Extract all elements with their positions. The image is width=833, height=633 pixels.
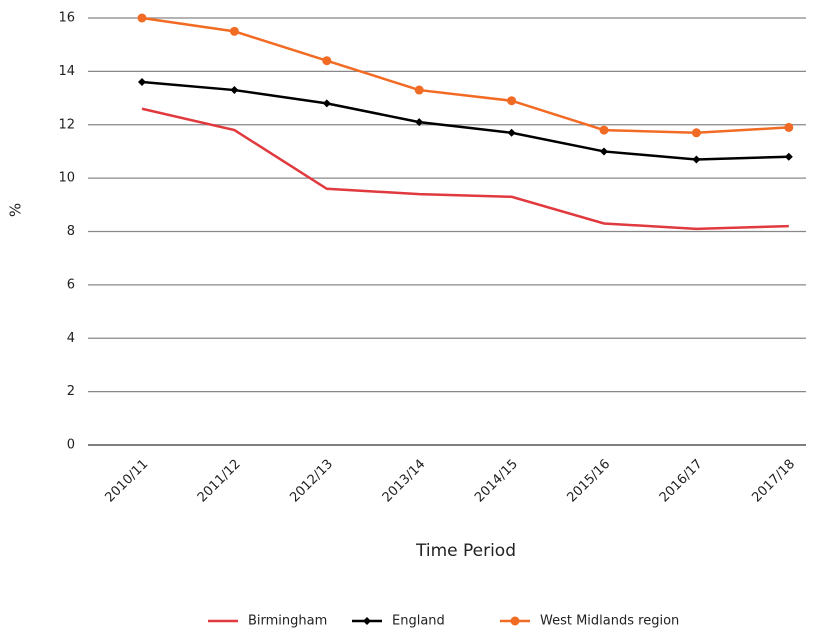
y-tick-label: 4 (67, 331, 75, 346)
y-tick-label: 6 (67, 277, 75, 292)
x-tick-label: 2017/18 (749, 457, 798, 506)
y-tick-label: 0 (67, 438, 75, 453)
legend-label: Birmingham (248, 614, 327, 629)
legend-label: West Midlands region (540, 614, 679, 629)
x-axis-title: Time Period (415, 541, 516, 561)
point (600, 147, 608, 156)
x-tick-label: 2016/17 (657, 457, 706, 506)
x-tick-label: 2011/12 (195, 457, 244, 506)
point (230, 86, 239, 95)
point (229, 26, 239, 36)
x-tick-label: 2014/15 (472, 457, 521, 506)
point (137, 13, 147, 23)
x-tick-label: 2010/11 (103, 457, 152, 506)
point (322, 99, 331, 108)
point (507, 128, 516, 137)
y-tick-label: 14 (58, 64, 75, 79)
point (599, 125, 609, 135)
y-tick-label: 2 (67, 384, 75, 399)
point (415, 118, 424, 127)
legend-label: England (392, 614, 445, 629)
legend-marker (363, 617, 371, 625)
series-line (141, 16, 789, 135)
series-line (141, 80, 789, 161)
x-tick-label: 2013/14 (380, 457, 429, 506)
point (507, 96, 517, 106)
y-axis-title: % (7, 203, 25, 217)
y-tick-label: 8 (67, 224, 75, 239)
x-tick-label: 2012/13 (287, 457, 336, 506)
point (138, 78, 146, 87)
point (691, 128, 701, 138)
y-tick-label: 10 (58, 171, 75, 186)
point (784, 122, 794, 132)
point (692, 155, 701, 164)
point (322, 56, 332, 66)
point (784, 152, 793, 161)
y-tick-label: 16 (58, 11, 75, 26)
y-tick-label: 12 (58, 117, 75, 132)
series-line (141, 107, 789, 231)
legend-marker (510, 616, 520, 626)
x-tick-label: 2015/16 (565, 457, 614, 506)
point (414, 85, 424, 95)
